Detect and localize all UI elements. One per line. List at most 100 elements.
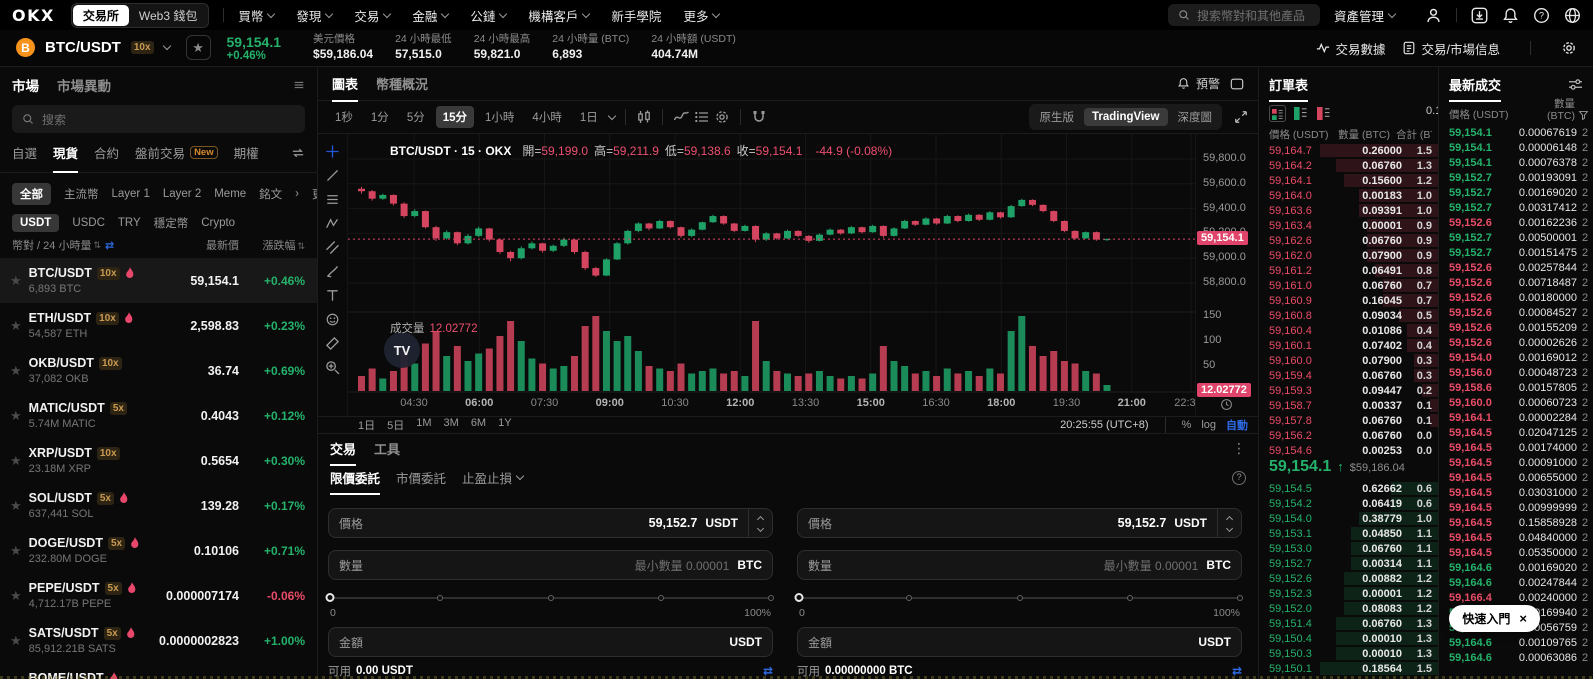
- range-6M[interactable]: 6M: [470, 417, 487, 429]
- help-button[interactable]: ?: [1533, 7, 1550, 24]
- pattern-tool-icon[interactable]: [325, 216, 340, 231]
- bid-row[interactable]: 59,154.0 0.38779 1.0: [1259, 511, 1438, 526]
- book-view-all-icon[interactable]: [1269, 104, 1286, 122]
- tab-coin-overview[interactable]: 幣種概況: [376, 77, 429, 92]
- pair-row[interactable]: ★ BTC/USDT 10x 6,893 BTC 59,154.1 +0.46%: [0, 258, 317, 303]
- trade-row[interactable]: 59,164.5 0.00091000 2: [1449, 456, 1589, 469]
- trading-data-link[interactable]: 交易數據: [1316, 39, 1386, 58]
- trade-row[interactable]: 59,154.1 0.00067619 2: [1449, 126, 1589, 139]
- ask-row[interactable]: 59,164.7 0.26000 1.5: [1259, 143, 1438, 158]
- text-tool-icon[interactable]: [325, 288, 340, 303]
- tab-chart[interactable]: 圖表: [332, 74, 359, 102]
- ask-row[interactable]: 59,164.1 0.15600 1.2: [1259, 173, 1438, 188]
- brush-tool-icon[interactable]: [325, 264, 340, 279]
- trade-row[interactable]: 59,152.7 0.00169020 2: [1449, 186, 1589, 199]
- trade-row[interactable]: 59,154.1 0.00076378 2: [1449, 156, 1589, 169]
- category-主流幣[interactable]: 主流幣: [64, 189, 99, 201]
- favorite-star-icon[interactable]: ★: [10, 542, 22, 558]
- trade-row[interactable]: 59,154.1 0.00006148 2: [1449, 141, 1589, 154]
- close-icon[interactable]: ×: [1519, 611, 1527, 626]
- ask-row[interactable]: 59,164.0 0.00183 1.0: [1259, 188, 1438, 203]
- buy-price-field[interactable]: 價格 59,152.7 USDT: [328, 508, 773, 538]
- ask-row[interactable]: 59,163.4 0.00001 0.9: [1259, 218, 1438, 233]
- timezone-icon[interactable]: [1220, 398, 1233, 411]
- measure-tool-icon[interactable]: [325, 336, 340, 351]
- refresh-icon[interactable]: [291, 147, 305, 159]
- channel-tool-icon[interactable]: [325, 240, 340, 255]
- market-info-link[interactable]: 交易/市場信息: [1402, 39, 1500, 58]
- trade-row[interactable]: 59,164.5 0.03031000 2: [1449, 486, 1589, 499]
- favorite-star-icon[interactable]: ★: [10, 317, 22, 333]
- nav-menu-item[interactable]: 交易: [354, 6, 392, 25]
- slider-thumb[interactable]: [325, 593, 335, 602]
- order-type-市價委託[interactable]: 市價委託: [396, 472, 447, 487]
- global-search[interactable]: 搜索幣對和其他產品: [1167, 4, 1320, 26]
- fib-tool-icon[interactable]: [325, 192, 340, 207]
- tab-tools[interactable]: 工具: [374, 442, 401, 458]
- assets-menu[interactable]: 資產管理: [1334, 6, 1397, 25]
- tab-trade[interactable]: 交易: [330, 439, 357, 467]
- range-1日[interactable]: 1日: [358, 420, 376, 432]
- favorite-star-icon[interactable]: ★: [10, 272, 22, 288]
- range-3M[interactable]: 3M: [443, 417, 459, 429]
- pair-row[interactable]: ★ XRP/USDT 10x 23.18M XRP 0.5654 +0.30%: [0, 438, 317, 483]
- book-view-bids-icon[interactable]: [1292, 105, 1309, 122]
- ask-row[interactable]: 59,161.2 0.06491 0.8: [1259, 263, 1438, 278]
- trade-row[interactable]: 59,164.5 0.02047125 2: [1449, 426, 1589, 439]
- favorite-star-icon[interactable]: ★: [10, 362, 22, 378]
- trade-row[interactable]: 59,152.6 0.00180000 2: [1449, 291, 1589, 304]
- col-last-price[interactable]: 最新價: [206, 240, 239, 252]
- view-深度圖[interactable]: 深度圖: [1177, 112, 1213, 124]
- buy-amount-field[interactable]: 數量 最小數量 0.00001 BTC: [328, 550, 773, 580]
- book-view-asks-icon[interactable]: [1315, 105, 1332, 122]
- tab-markets[interactable]: 市場: [12, 79, 39, 94]
- scale-percent-button[interactable]: %: [1181, 419, 1192, 431]
- range-1M[interactable]: 1M: [416, 417, 432, 429]
- trade-row[interactable]: 59,152.6 0.00002626 2: [1449, 336, 1589, 349]
- category-more[interactable]: 更多: [312, 186, 317, 202]
- market-tab-盤前交易[interactable]: 盤前交易 New: [135, 143, 218, 162]
- fullscreen-icon[interactable]: [1234, 110, 1248, 124]
- chevron-right-icon[interactable]: ›: [295, 188, 300, 200]
- bid-row[interactable]: 59,152.6 0.00882 1.2: [1259, 571, 1438, 586]
- precision-select[interactable]: 0.1: [1426, 105, 1438, 117]
- ask-row[interactable]: 59,160.9 0.16045 0.7: [1259, 293, 1438, 308]
- trade-more-icon[interactable]: ⋮: [1232, 440, 1246, 457]
- bid-row[interactable]: 59,150.4 0.00010 1.3: [1259, 631, 1438, 646]
- trade-row[interactable]: 59,164.6 0.00247844 2: [1449, 576, 1589, 589]
- chart-settings-gear-icon[interactable]: [714, 109, 730, 125]
- market-tab-自選[interactable]: 自選: [12, 147, 38, 161]
- timeframe-1日[interactable]: 1日: [579, 112, 598, 124]
- pair-row[interactable]: ★ DOGE/USDT 5x 232.80M DOGE 0.10106 +0.71%: [0, 528, 317, 573]
- trade-row[interactable]: 59,164.5 0.05350000 2: [1449, 546, 1589, 559]
- nav-menu-item[interactable]: 新手學院: [611, 9, 662, 24]
- okx-logo[interactable]: OKX: [12, 5, 55, 25]
- notifications-button[interactable]: [1502, 7, 1519, 24]
- trade-row[interactable]: 59,152.7 0.00193091 2: [1449, 171, 1589, 184]
- nav-menu-item[interactable]: 發現: [296, 6, 334, 25]
- trade-row[interactable]: 59,164.5 0.04840000 2: [1449, 531, 1589, 544]
- trade-row[interactable]: 59,160.0 0.00060723 2: [1449, 396, 1589, 409]
- trade-row[interactable]: 59,152.6 0.00155209 2: [1449, 321, 1589, 334]
- sort-icon[interactable]: ⇅: [93, 239, 102, 250]
- candle-style-icon[interactable]: [636, 109, 652, 125]
- ask-row[interactable]: 59,162.6 0.06760 0.9: [1259, 233, 1438, 248]
- trade-row[interactable]: 59,164.5 0.15858928 2: [1449, 516, 1589, 529]
- nav-menu-item[interactable]: 機構客戶: [528, 6, 591, 25]
- bid-row[interactable]: 59,152.7 0.00314 1.1: [1259, 556, 1438, 571]
- nav-menu-item[interactable]: 金融: [412, 6, 450, 25]
- order-type-止盈止損[interactable]: 止盈止損: [462, 468, 525, 487]
- trade-row[interactable]: 59,152.7 0.00317412 2: [1449, 201, 1589, 214]
- market-tab-期權[interactable]: 期權: [233, 147, 259, 161]
- category-銘文[interactable]: 銘文: [259, 189, 283, 201]
- trade-row[interactable]: 59,154.0 0.00169012 2: [1449, 351, 1589, 364]
- trade-row[interactable]: 59,152.6 0.00718487 2: [1449, 276, 1589, 289]
- ask-row[interactable]: 59,160.4 0.01086 0.4: [1259, 323, 1438, 338]
- ask-row[interactable]: 59,159.3 0.09447 0.2: [1259, 383, 1438, 398]
- ask-row[interactable]: 59,161.0 0.06760 0.7: [1259, 278, 1438, 293]
- list-settings-icon[interactable]: [293, 79, 305, 91]
- trade-row[interactable]: 59,164.1 0.00002284 2: [1449, 411, 1589, 424]
- market-tab-合約[interactable]: 合約: [94, 147, 120, 161]
- order-type-限價委託[interactable]: 限價委託: [330, 468, 381, 496]
- chart-area[interactable]: BTC/USDT · 15 · OKX 開=59,199.0 高=59,211.9 低…: [318, 134, 1258, 416]
